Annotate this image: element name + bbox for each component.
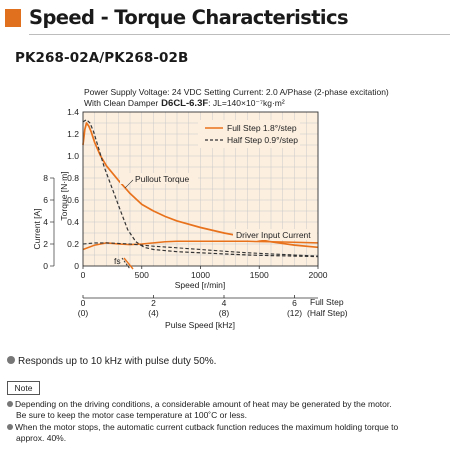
pullout-leader — [124, 179, 134, 189]
pullout-torque-label: Pullout Torque — [135, 174, 189, 184]
note-2-line-1: When the motor stops, the automatic curr… — [15, 422, 399, 432]
full-step-tick-label: 6 — [292, 298, 297, 308]
response-bullet: Responds up to 10 kHz with pulse duty 50… — [7, 356, 216, 367]
section-header: Speed - Torque Characteristics — [0, 6, 450, 35]
current-axis-label: Current [A] — [32, 208, 42, 249]
section-title: Speed - Torque Characteristics — [29, 6, 349, 29]
torque-tick-label: 0.6 — [67, 195, 79, 205]
fs-marker-dashed — [121, 257, 131, 270]
conditions-line-2: With Clean Damper D6CL-6.3F: JL=140×10⁻⁷k… — [84, 98, 285, 109]
conditions-line-1: Power Supply Voltage: 24 VDC Setting Cur… — [84, 87, 389, 97]
current-tick-label: 4 — [43, 217, 48, 227]
fs-label: fs — [114, 256, 121, 266]
x-tick-label: 0 — [81, 270, 86, 280]
half-step-tick-label: (12) — [287, 308, 302, 318]
full-step-tick-label: 2 — [151, 298, 156, 308]
current-tick-label: 0 — [43, 261, 48, 271]
half-step-label: (Half Step) — [307, 308, 348, 318]
damper-model: D6CL-6.3F — [161, 98, 208, 109]
x-tick-label: 2000 — [309, 270, 328, 280]
note-1: Depending on the driving conditions, a c… — [7, 399, 392, 410]
full-step-label: Full Step — [310, 297, 344, 307]
speed-torque-chart: Power Supply Voltage: 24 VDC Setting Cur… — [32, 87, 389, 330]
speed-axis-label: Speed [r/min] — [175, 280, 226, 290]
torque-tick-label: 1.0 — [67, 151, 79, 161]
torque-tick-label: 0 — [74, 261, 79, 271]
half-step-tick-label: (4) — [148, 308, 159, 318]
pulse-axis-ticks: 0(0) 2(4) 4(8) 6(12) — [78, 295, 302, 318]
half-step-tick-label: (8) — [219, 308, 230, 318]
note-bullet-dot — [7, 424, 13, 430]
header-rule — [29, 34, 450, 35]
response-text: Responds up to 10 kHz with pulse duty 50… — [18, 356, 217, 367]
driver-current-label: Driver Input Current — [236, 230, 311, 240]
legend-label-half-step: Half Step 0.9°/step — [227, 135, 298, 145]
current-tick-label: 2 — [43, 239, 48, 249]
axis-ticks: 0 500 1000 1500 2000 0 0.2 0.4 0.6 0.8 1.0 1.2 1.4 0 2… — [43, 107, 327, 280]
conditions-prefix: With Clean Damper — [84, 98, 158, 108]
plot-frame — [82, 111, 319, 267]
note-1-line-2: Be sure to keep the motor case temperatu… — [16, 410, 248, 420]
legend-label-full-step: Full Step 1.8°/step — [227, 123, 297, 133]
inertia-text: : JL=140×10⁻⁷kg·m² — [208, 98, 285, 108]
series-line — [82, 240, 319, 251]
current-tick-label: 6 — [43, 195, 48, 205]
torque-tick-label: 0.8 — [67, 173, 79, 183]
note-1-line-1: Depending on the driving conditions, a c… — [15, 399, 392, 409]
note-2: When the motor stops, the automatic curr… — [7, 422, 398, 433]
torque-axis-label: Torque [N·m] — [59, 171, 69, 220]
series-line — [82, 242, 319, 257]
full-step-tick-label: 0 — [81, 298, 86, 308]
current-tick-label: 8 — [43, 173, 48, 183]
bullet-dot — [7, 356, 15, 364]
legend-box — [198, 120, 300, 148]
note-2-line-2: approx. 40%. — [16, 433, 67, 443]
pullout-label-bg — [120, 173, 198, 184]
section-marker — [5, 9, 21, 27]
legend: Full Step 1.8°/step Half Step 0.9°/step — [198, 120, 300, 148]
series-line — [82, 119, 319, 258]
torque-tick-label: 1.4 — [67, 107, 79, 117]
x-tick-label: 1000 — [191, 270, 210, 280]
fs-marker-solid — [123, 257, 134, 270]
torque-tick-label: 1.2 — [67, 129, 79, 139]
pulse-axis-label: Pulse Speed [kHz] — [165, 320, 235, 330]
torque-tick-label: 0.4 — [67, 217, 79, 227]
model-title: PK268-02A/PK268-02B — [15, 50, 189, 66]
torque-tick-label: 0.2 — [67, 239, 79, 249]
x-tick-label: 1500 — [250, 270, 269, 280]
note-label: Note — [7, 381, 40, 395]
x-tick-label: 500 — [135, 270, 149, 280]
series-lines — [82, 119, 319, 258]
note-bullet-dot — [7, 401, 13, 407]
current-label-bg — [233, 229, 317, 240]
full-step-tick-label: 4 — [222, 298, 227, 308]
half-step-tick-label: (0) — [78, 308, 89, 318]
